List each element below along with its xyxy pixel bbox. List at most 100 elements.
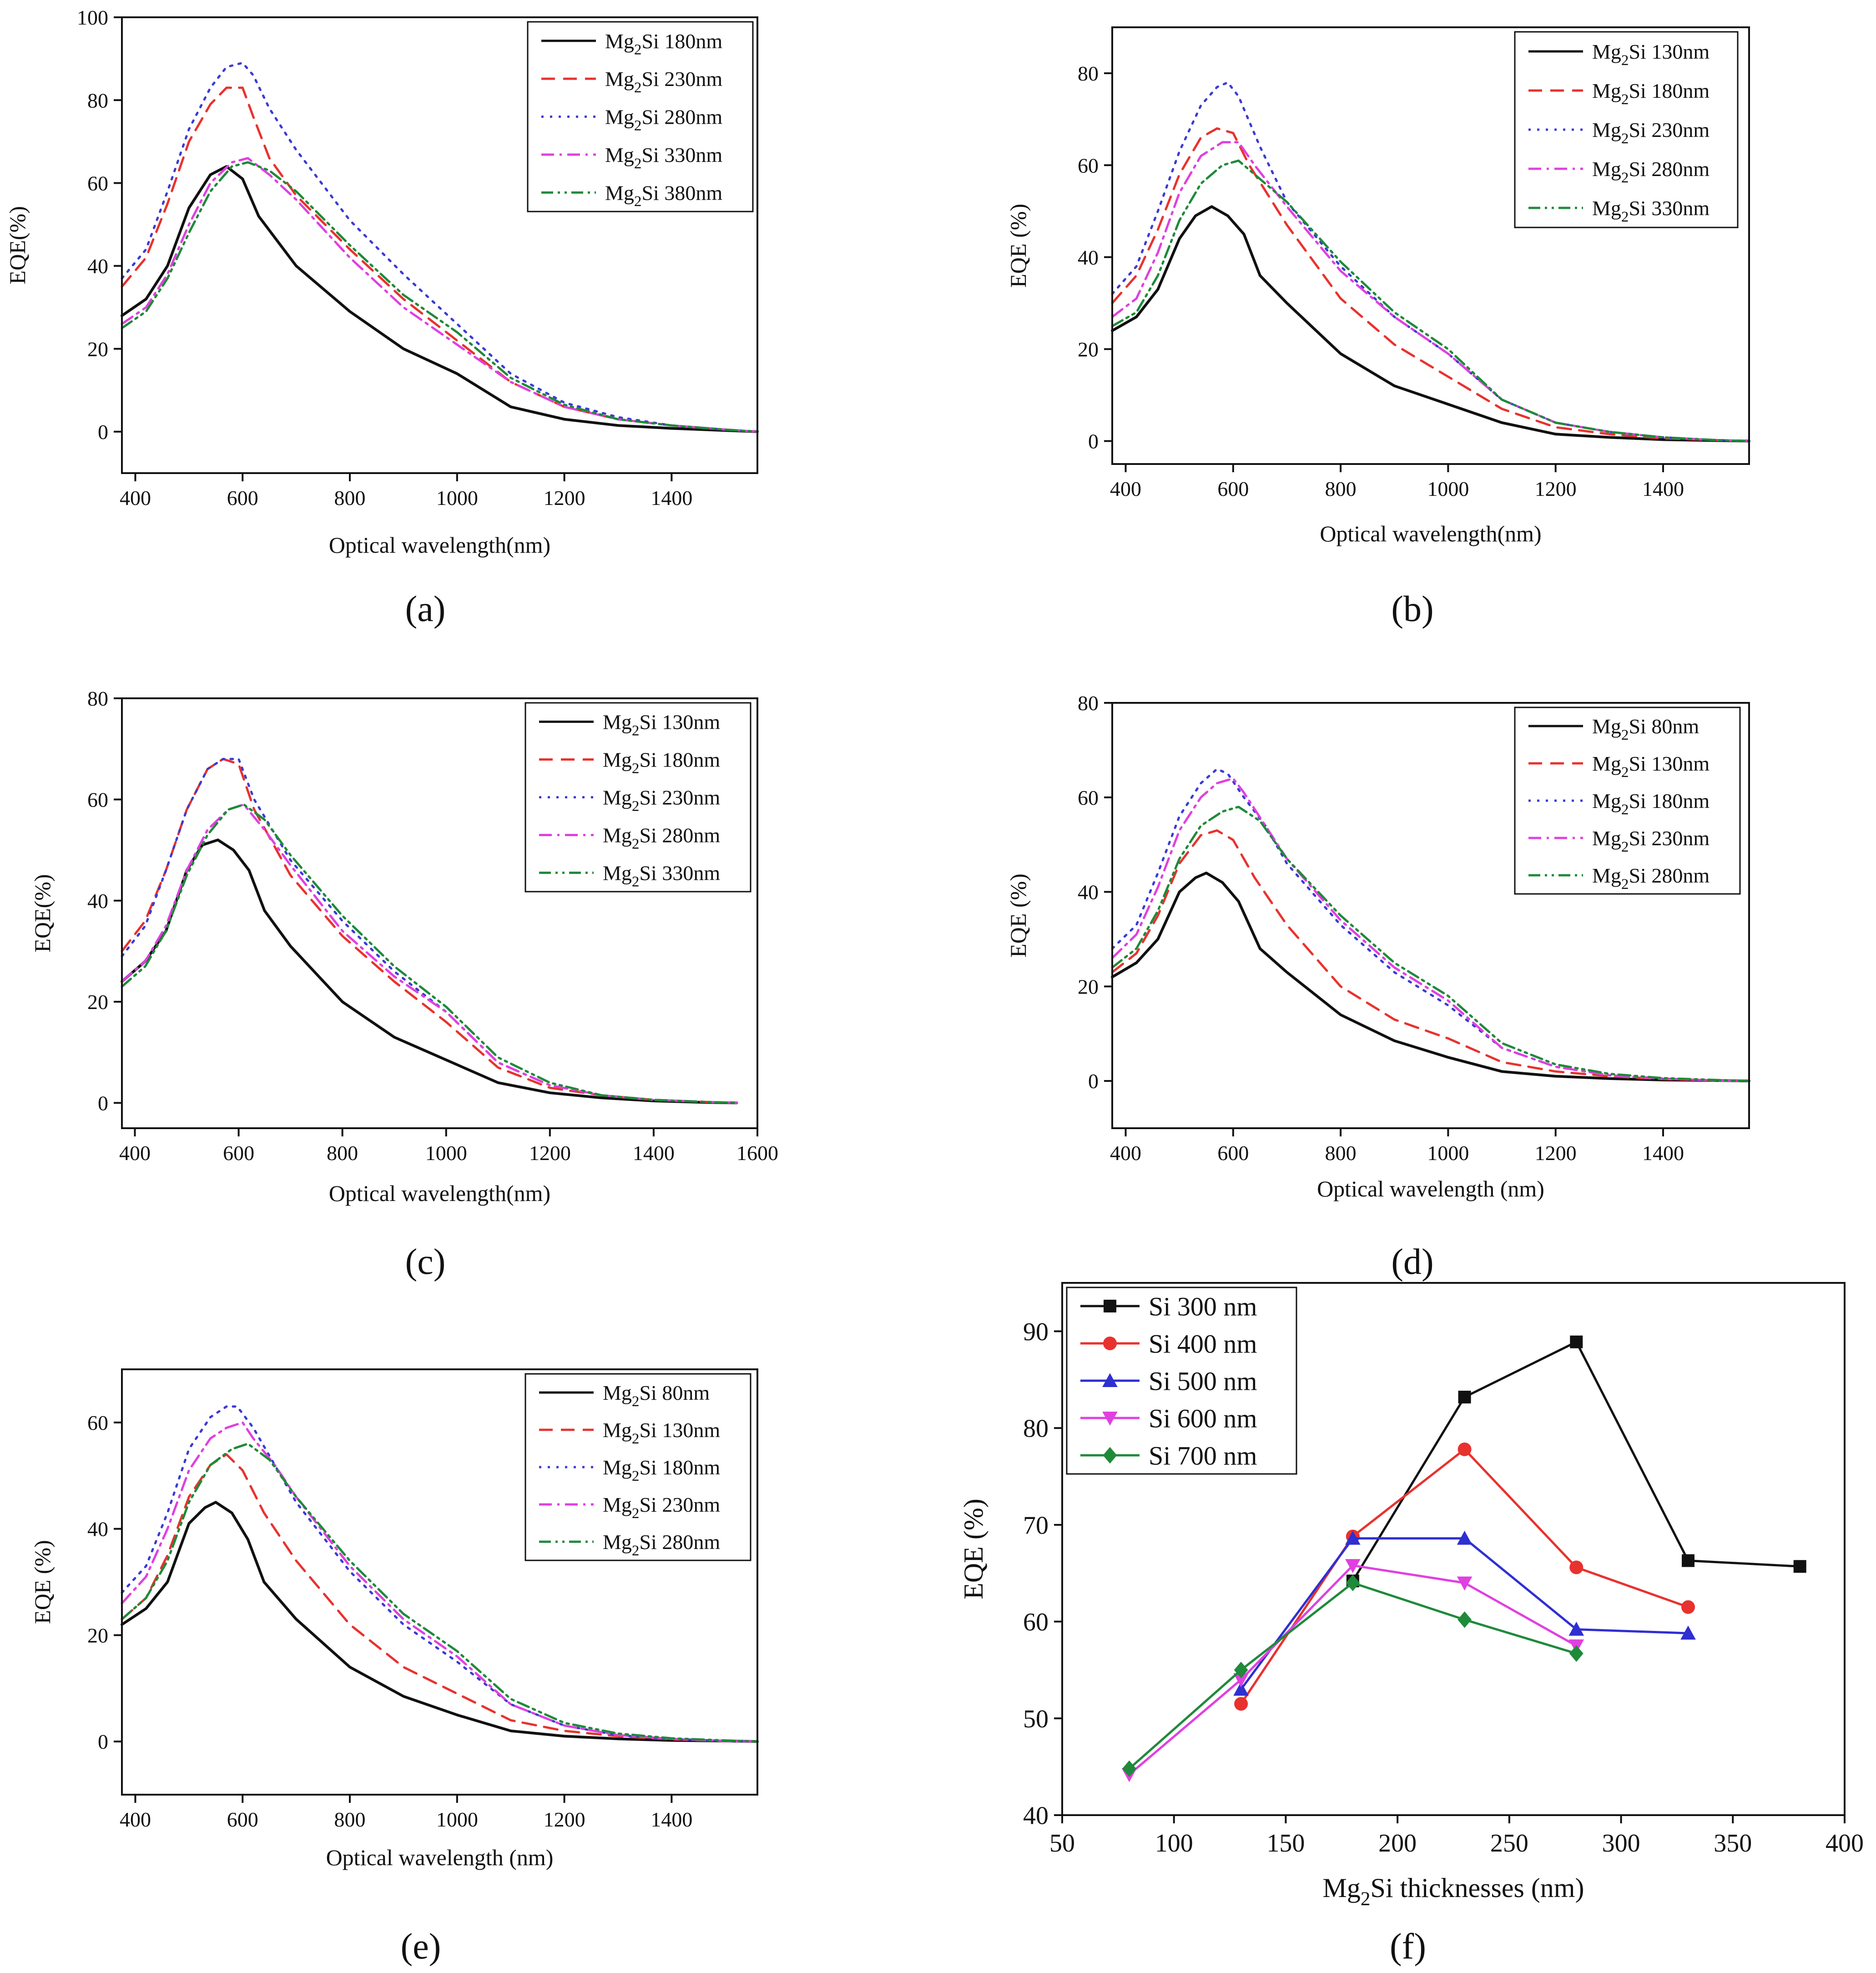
series-line-4: [121, 157, 759, 433]
legend-label-2: Mg2Si 180nm: [603, 748, 720, 777]
chart-panel-f: 50 100 150 200 250 300 350 400405060708090Mg2Si…: [958, 1282, 1864, 1910]
panel-label-f: (f): [1390, 1927, 1426, 1967]
y-axis-label: EQE (%): [30, 1540, 55, 1624]
x-tick-label: 1400: [1642, 477, 1684, 500]
y-axis-label: EQE(%): [30, 874, 55, 952]
series-line-2: [121, 1453, 759, 1743]
legend-label-3: Mg2Si 230nm: [1592, 118, 1710, 147]
legend-label-1: Mg2Si 80nm: [603, 1381, 710, 1410]
x-axis-label: Optical wavelength (nm): [1317, 1176, 1544, 1201]
legend-label-1: Mg2Si 130nm: [603, 711, 720, 739]
x-tick-label: 800: [334, 1808, 366, 1831]
series-line-4: [1111, 141, 1750, 442]
x-tick-label: 800: [327, 1141, 358, 1165]
y-tick-label: 60: [87, 788, 108, 811]
chart-panel-e: 400 600 800 1000 1200 1400 0 20 40 60 Optical wave…: [30, 1368, 759, 1870]
data-point-4-3: [1345, 1559, 1361, 1573]
legend-label-4: Si 600 nm: [1149, 1403, 1257, 1433]
x-tick-label: 1200: [529, 1141, 571, 1165]
x-tick-label: 400: [1826, 1829, 1864, 1857]
legend-label-3: Si 500 nm: [1149, 1366, 1257, 1396]
data-point-1-5: [1793, 1560, 1806, 1573]
legend-label-5: Mg2Si 380nm: [605, 181, 722, 210]
y-tick-label: 90: [1023, 1318, 1049, 1346]
legend-label-3: Mg2Si 280nm: [605, 106, 722, 134]
data-point-2-3: [1457, 1442, 1472, 1456]
y-tick-label: 40: [87, 889, 108, 913]
x-axis-label: Optical wavelength (nm): [326, 1845, 554, 1870]
series-line-2: [121, 757, 738, 1104]
y-tick-label: 20: [1078, 975, 1099, 998]
legend-label-1: Mg2Si 180nm: [605, 30, 722, 58]
data-point-5-2: [1234, 1661, 1248, 1679]
x-tick-label: 400: [120, 1808, 151, 1831]
y-tick-label: 40: [1078, 881, 1099, 904]
chart-panel-a: 400 600 800 1000 1200 1400 0 20 40 60 80 100 Optical…: [5, 6, 759, 558]
legend-label-5: Mg2Si 280nm: [603, 1530, 720, 1559]
plot-frame: [121, 1368, 758, 1796]
legend-marker-2: [1103, 1337, 1117, 1350]
y-tick-label: 0: [98, 1730, 108, 1753]
data-point-5-4: [1457, 1611, 1472, 1628]
x-tick-label: 1400: [651, 1808, 692, 1831]
x-tick-label: 400: [1110, 1141, 1141, 1165]
y-tick-label: 20: [87, 338, 108, 361]
x-tick-label: 350: [1714, 1829, 1752, 1857]
x-tick-label: 50: [1049, 1829, 1075, 1857]
data-point-2-1: [1234, 1697, 1248, 1711]
data-point-1-2: [1458, 1391, 1471, 1404]
x-axis-label: Optical wavelength(nm): [329, 532, 550, 558]
y-axis-label: EQE (%): [1005, 873, 1031, 958]
legend-marker-5: [1103, 1447, 1117, 1464]
legend-marker-3: [1102, 1373, 1118, 1387]
y-axis-label: EQE(%): [5, 206, 30, 284]
y-tick-label: 80: [1023, 1415, 1049, 1443]
x-tick-label: 1200: [1535, 1141, 1577, 1165]
x-tick-label: 1200: [544, 1808, 585, 1831]
legend-label-1: Si 300 nm: [1149, 1292, 1257, 1321]
chart-panel-b: 400 600 800 1000 1200 1400 0 20 40 60 80 Optical wa…: [1005, 26, 1750, 546]
y-tick-label: 40: [1023, 1802, 1049, 1830]
y-tick-label: 50: [1023, 1705, 1049, 1733]
data-point-5-3: [1346, 1574, 1360, 1591]
legend: [1514, 706, 1741, 895]
legend-marker-4: [1102, 1412, 1118, 1426]
data-point-4-2: [1233, 1673, 1249, 1687]
data-point-2-4: [1569, 1560, 1584, 1574]
plot-frame: [121, 16, 758, 474]
x-tick-label: 1400: [651, 486, 692, 510]
y-tick-label: 20: [87, 990, 108, 1014]
legend-label-5: Si 700 nm: [1149, 1441, 1257, 1470]
legend-label-4: Mg2Si 280nm: [1592, 157, 1710, 186]
data-point-3-4: [1568, 1621, 1584, 1636]
data-point-5-5: [1569, 1645, 1584, 1662]
legend-label-4: Mg2Si 230nm: [603, 1493, 720, 1522]
legend-label-1: Mg2Si 130nm: [1592, 40, 1710, 69]
chart-panel-d: 400 600 800 1000 1200 1400 0 20 40 60 80 Optical wa…: [1005, 691, 1750, 1201]
legend-label-4: Mg2Si 230nm: [1592, 827, 1710, 855]
data-point-3-5: [1680, 1625, 1696, 1640]
legend-label-4: Mg2Si 280nm: [603, 824, 720, 853]
y-tick-label: 20: [1078, 338, 1099, 361]
series-line-5: [121, 803, 738, 1104]
data-point-1-4: [1682, 1554, 1694, 1567]
x-tick-label: 200: [1378, 1829, 1417, 1857]
y-tick-label: 100: [77, 6, 108, 29]
plot-frame: [1111, 702, 1750, 1129]
legend-label-3: Mg2Si 230nm: [603, 786, 720, 815]
plot-frame: [1111, 26, 1750, 465]
x-tick-label: 1000: [1427, 1141, 1469, 1165]
x-tick-label: 1000: [425, 1141, 467, 1165]
panel-label-b: (b): [1391, 589, 1433, 629]
legend-label-5: Mg2Si 330nm: [603, 862, 720, 890]
legend-label-2: Mg2Si 180nm: [1592, 79, 1710, 108]
data-point-5-1: [1122, 1760, 1136, 1777]
series-line-4: [121, 803, 738, 1104]
y-tick-label: 20: [87, 1624, 108, 1647]
y-tick-label: 0: [98, 420, 108, 444]
legend-label-5: Mg2Si 280nm: [1592, 864, 1710, 893]
y-tick-label: 60: [1078, 786, 1099, 809]
y-tick-label: 40: [87, 1518, 108, 1541]
y-tick-label: 0: [98, 1092, 108, 1115]
series-line-2: [1111, 127, 1750, 442]
